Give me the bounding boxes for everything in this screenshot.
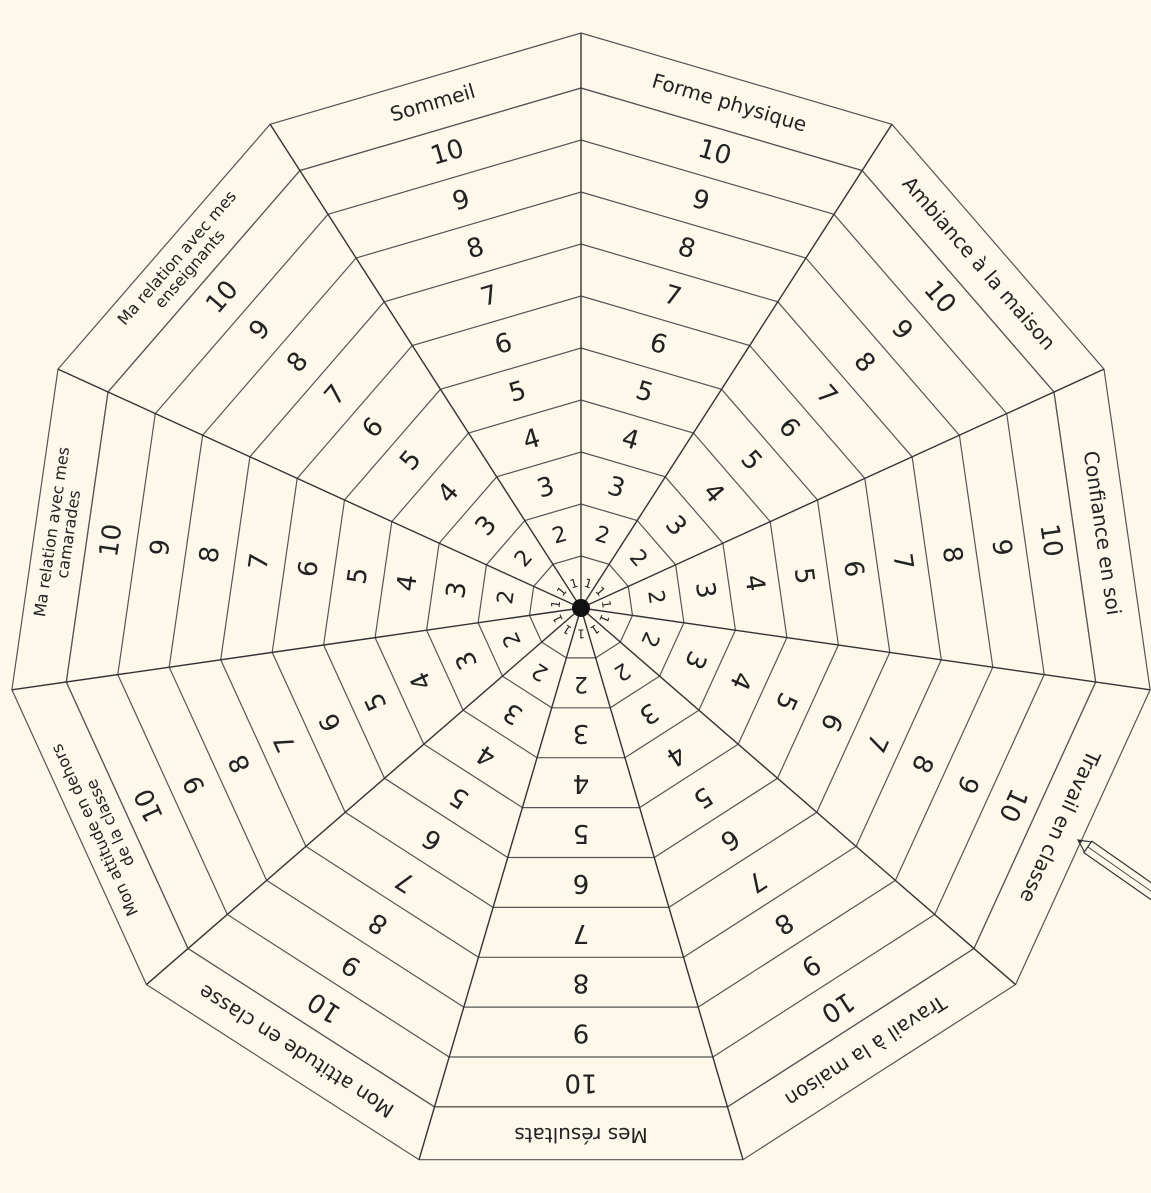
sector-label: Mes résultats <box>514 1123 647 1147</box>
scale-number: 3 <box>573 718 590 748</box>
scale-number: 10 <box>1033 522 1067 559</box>
wheel-diagram: Forme physique12345678910Ambiance à la m… <box>0 0 1151 1193</box>
scale-number: 7 <box>573 918 590 948</box>
center-dot <box>572 599 590 617</box>
scale-number: 6 <box>573 868 590 898</box>
scale-number: 9 <box>573 1018 590 1048</box>
scale-number: 10 <box>94 522 128 559</box>
scale-number: 8 <box>573 968 590 998</box>
scale-number: 1 <box>577 626 585 640</box>
scale-number: 4 <box>573 768 590 798</box>
scale-number: 5 <box>573 818 590 848</box>
scale-number: 10 <box>564 1068 597 1098</box>
scale-number: 2 <box>574 671 588 696</box>
background <box>0 0 1151 1193</box>
